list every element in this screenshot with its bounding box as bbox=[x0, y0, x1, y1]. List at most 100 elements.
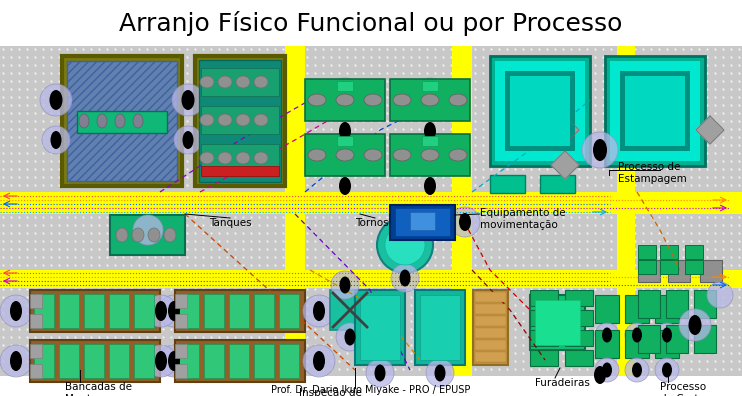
Bar bbox=[175, 364, 187, 378]
Bar bbox=[617, 46, 635, 376]
Circle shape bbox=[303, 295, 335, 327]
Bar bbox=[655, 295, 679, 323]
Bar bbox=[201, 106, 279, 134]
Circle shape bbox=[158, 295, 190, 327]
Circle shape bbox=[707, 282, 733, 308]
Bar bbox=[30, 290, 160, 332]
Bar bbox=[685, 245, 703, 259]
Polygon shape bbox=[646, 116, 674, 144]
Ellipse shape bbox=[449, 149, 467, 161]
Ellipse shape bbox=[340, 276, 350, 293]
Bar bbox=[179, 294, 199, 328]
Bar bbox=[595, 295, 619, 323]
Circle shape bbox=[336, 323, 364, 351]
Circle shape bbox=[385, 225, 425, 265]
Ellipse shape bbox=[254, 76, 268, 88]
Bar bbox=[134, 294, 154, 328]
Bar bbox=[530, 295, 585, 350]
Bar bbox=[475, 292, 506, 302]
Circle shape bbox=[595, 358, 619, 382]
Bar bbox=[625, 76, 685, 146]
Bar bbox=[330, 290, 370, 330]
Ellipse shape bbox=[336, 94, 354, 106]
Ellipse shape bbox=[336, 149, 354, 161]
Bar bbox=[475, 340, 506, 350]
Ellipse shape bbox=[236, 114, 250, 126]
Ellipse shape bbox=[449, 94, 467, 106]
Bar bbox=[390, 79, 470, 121]
Bar bbox=[109, 294, 129, 328]
Bar bbox=[175, 314, 187, 328]
Bar bbox=[175, 294, 187, 308]
Bar bbox=[452, 46, 472, 376]
Polygon shape bbox=[696, 116, 724, 144]
Bar bbox=[666, 325, 688, 353]
Bar bbox=[134, 344, 154, 378]
Bar bbox=[390, 205, 455, 240]
Ellipse shape bbox=[218, 114, 232, 126]
Bar bbox=[204, 344, 224, 378]
Bar bbox=[175, 340, 305, 382]
Bar bbox=[415, 290, 465, 365]
Circle shape bbox=[0, 295, 32, 327]
Ellipse shape bbox=[10, 351, 22, 371]
Ellipse shape bbox=[97, 114, 107, 128]
Circle shape bbox=[426, 359, 454, 387]
Bar bbox=[175, 290, 305, 332]
Circle shape bbox=[174, 126, 202, 154]
Bar bbox=[337, 81, 353, 91]
Bar bbox=[0, 192, 742, 214]
Bar bbox=[420, 295, 460, 360]
Ellipse shape bbox=[602, 362, 612, 377]
Bar bbox=[30, 340, 160, 382]
Bar bbox=[475, 304, 506, 314]
Bar bbox=[254, 294, 274, 328]
Ellipse shape bbox=[200, 152, 214, 164]
Ellipse shape bbox=[689, 315, 701, 335]
Bar bbox=[422, 136, 438, 146]
Bar bbox=[490, 56, 590, 166]
Bar bbox=[565, 290, 593, 306]
Ellipse shape bbox=[308, 149, 326, 161]
Ellipse shape bbox=[116, 228, 128, 242]
Circle shape bbox=[366, 359, 394, 387]
Ellipse shape bbox=[594, 366, 606, 384]
Ellipse shape bbox=[200, 114, 214, 126]
Circle shape bbox=[303, 345, 335, 377]
Circle shape bbox=[625, 323, 649, 347]
Bar bbox=[84, 294, 104, 328]
Ellipse shape bbox=[632, 362, 642, 377]
Ellipse shape bbox=[164, 228, 176, 242]
Bar bbox=[685, 260, 703, 274]
Bar bbox=[605, 56, 705, 166]
Bar bbox=[638, 260, 660, 282]
Bar bbox=[395, 208, 450, 236]
Circle shape bbox=[145, 345, 177, 377]
Bar bbox=[30, 364, 42, 378]
Ellipse shape bbox=[236, 152, 250, 164]
Circle shape bbox=[377, 217, 433, 273]
Bar bbox=[565, 350, 593, 366]
Text: Prof. Dr. Dario Ikuo Miyake - PRO / EPUSP: Prof. Dr. Dario Ikuo Miyake - PRO / EPUS… bbox=[272, 385, 470, 395]
Ellipse shape bbox=[339, 122, 351, 140]
Bar bbox=[638, 260, 656, 274]
Ellipse shape bbox=[218, 76, 232, 88]
Ellipse shape bbox=[424, 122, 436, 140]
Ellipse shape bbox=[602, 327, 612, 343]
Bar bbox=[694, 325, 716, 353]
Bar bbox=[638, 325, 660, 353]
Bar bbox=[59, 294, 79, 328]
Bar bbox=[84, 344, 104, 378]
Bar bbox=[285, 46, 305, 376]
Circle shape bbox=[145, 295, 177, 327]
Bar bbox=[490, 175, 525, 193]
Bar bbox=[565, 330, 593, 346]
Circle shape bbox=[40, 84, 72, 116]
Polygon shape bbox=[551, 116, 579, 144]
Circle shape bbox=[655, 358, 679, 382]
Bar bbox=[305, 134, 385, 176]
Ellipse shape bbox=[313, 351, 325, 371]
Ellipse shape bbox=[133, 114, 143, 128]
Bar bbox=[305, 79, 385, 121]
Text: Tornos: Tornos bbox=[355, 218, 389, 228]
